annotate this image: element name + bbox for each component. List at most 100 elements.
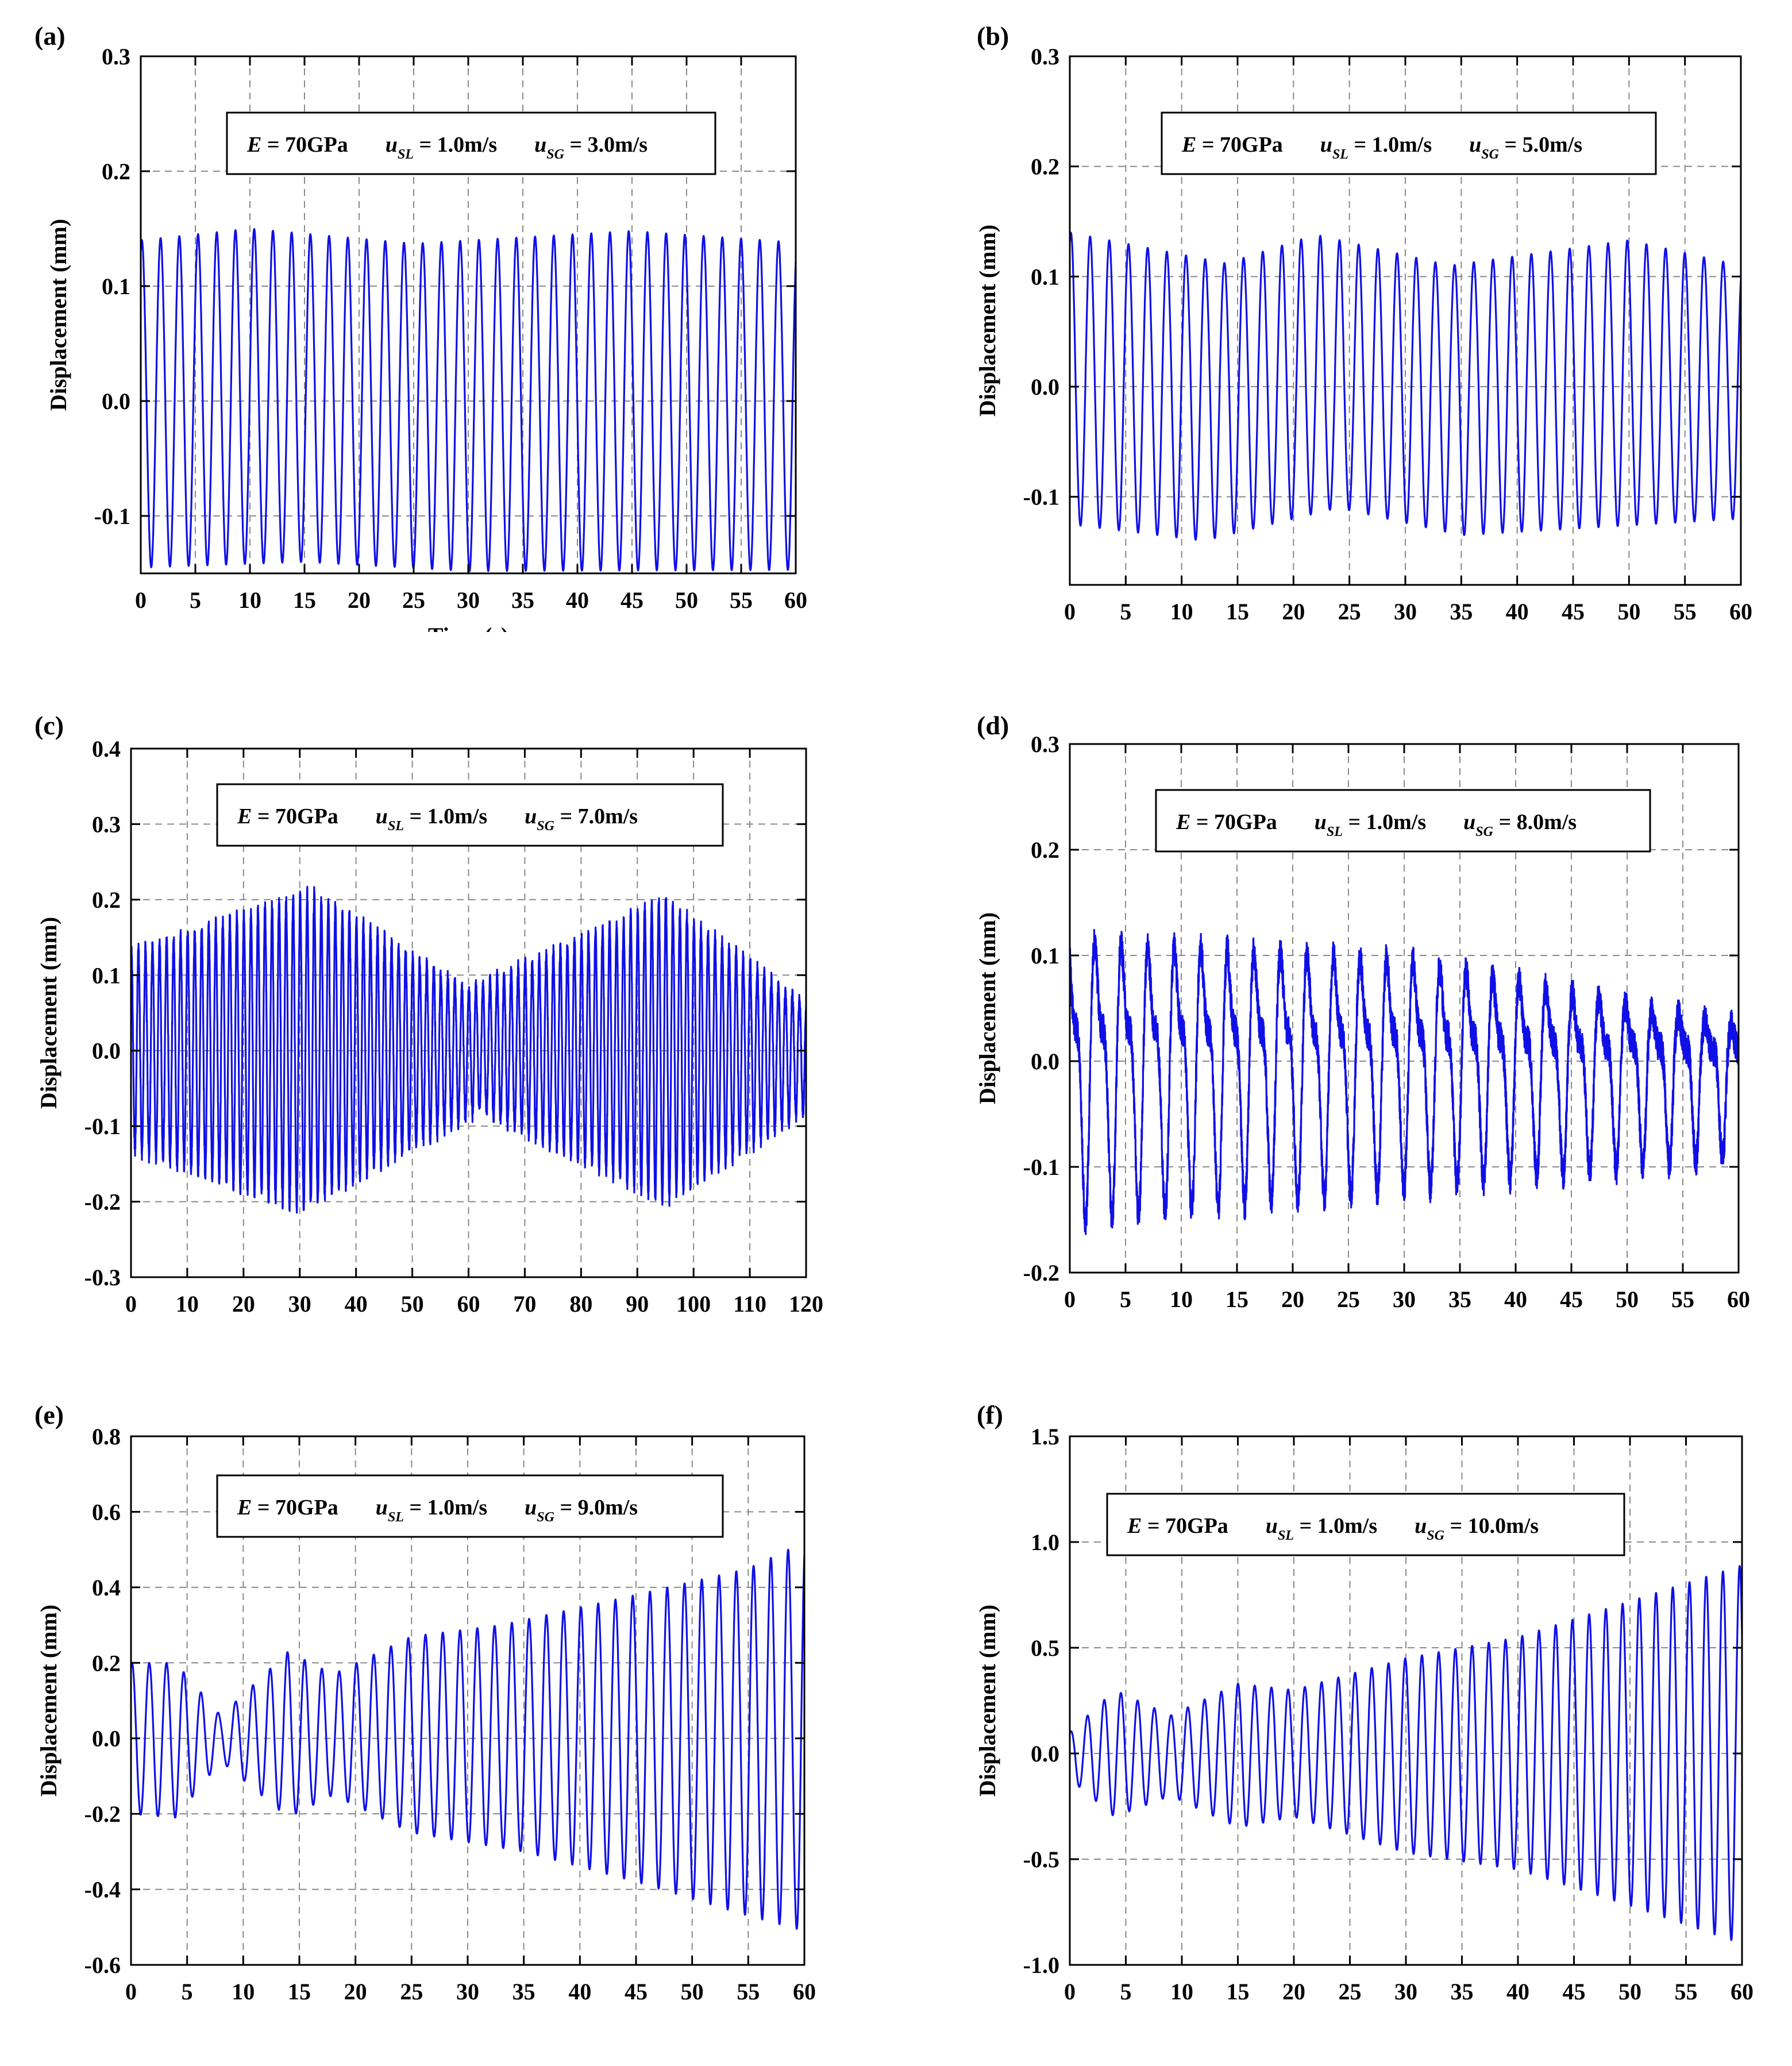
y-tick-label: 0.4 [92,1575,121,1601]
y-tick-label: -0.2 [1023,1260,1059,1286]
series-line-displacement [1070,1565,1742,1941]
x-tick-label: 35 [1451,1979,1474,2005]
x-tick-label: 30 [1393,1286,1416,1312]
legend-label: E = 70GPa uSL = 1.0m/s uSG = 3.0m/s [246,133,648,162]
y-axis-title: Displacement (mm) [36,1605,61,1797]
y-tick-label: 0.2 [102,159,130,184]
y-tick-label: 0.2 [1031,837,1059,863]
y-tick-label: -0.5 [1023,1847,1059,1872]
y-axis-title: Displacement (mm) [45,219,71,411]
x-tick-label: 10 [176,1291,199,1317]
y-tick-label: -0.3 [84,1265,121,1290]
x-tick-label: 0 [125,1291,137,1317]
x-axis-title: Time (s) [428,623,508,632]
x-tick-label: 15 [293,587,316,613]
x-tick-label: 45 [1562,599,1585,625]
x-tick-label: 50 [401,1291,424,1317]
x-tick-label: 35 [1448,1286,1471,1312]
x-tick-label: 5 [1120,599,1131,625]
y-tick-label: 0.0 [1031,1741,1059,1767]
x-tick-label: 60 [784,587,807,613]
x-tick-label: 20 [232,1291,255,1317]
x-tick-label: 35 [511,587,534,613]
legend-box [1155,789,1651,853]
x-tick-label: 25 [1337,1286,1360,1312]
x-tick-label: 25 [400,1979,423,2005]
y-axis-title: Displacement (mm) [974,912,1000,1104]
x-tick-label: 45 [621,587,643,613]
x-tick-label: 100 [676,1291,711,1317]
chart-panel-a: (a) 0 5 10 15 20 25 30 35 40 45 50 55 60 -0.1 0.0 0.1 0.2… [0,0,833,632]
x-tick-label: 30 [457,587,480,613]
y-tick-label: 0.0 [1031,1049,1059,1074]
x-tick-label: 40 [1506,1979,1529,2005]
series-line-displacement [131,885,806,1214]
panel-label: (f) [977,1400,1003,1429]
y-axis-title: Displacement (mm) [36,917,61,1109]
panel-label: (d) [977,711,1009,740]
panel-label: (c) [34,711,64,740]
x-tick-label: 20 [1282,599,1305,625]
chart-svg: (f) 0 5 10 15 20 25 30 35 40 45 50 55 60 -1.0 -0.5 0.0 0.… [974,1400,1754,2005]
y-tick-label: -1.0 [1023,1952,1059,1978]
x-tick-label: 20 [1282,1979,1305,2005]
x-tick-label: 55 [1671,1286,1694,1312]
legend-box [1161,111,1657,175]
y-tick-label: 1.0 [1031,1529,1059,1555]
series-line-displacement [1070,232,1741,541]
x-tick-label: 35 [1450,599,1473,625]
chart-panel-d: (d) 0 5 10 15 20 25 30 35 40 45 50 55 60 -0.2 -0.1 0.0 0.… [942,689,1775,1321]
x-tick-label: 25 [1338,599,1361,625]
x-tick-label: 50 [1616,1286,1639,1312]
x-tick-label: 50 [1618,1979,1641,2005]
x-tick-label: 40 [1504,1286,1527,1312]
y-tick-label: 0.1 [1031,943,1059,969]
legend-box [216,1474,724,1538]
x-tick-label: 20 [1281,1286,1304,1312]
y-tick-label: -0.4 [84,1877,121,1903]
legend-box [226,111,716,175]
y-tick-label: 0.3 [1031,731,1059,757]
x-tick-label: 55 [730,587,753,613]
x-tick-label: 0 [1064,599,1076,625]
x-tick-label: 60 [1727,1286,1750,1312]
x-tick-label: 90 [626,1291,649,1317]
chart-svg: (d) 0 5 10 15 20 25 30 35 40 45 50 55 60 -0.2 -0.1 0.0 0.… [974,711,1750,1312]
x-tick-label: 55 [1674,599,1697,625]
x-tick-label: 80 [569,1291,592,1317]
x-tick-label: 40 [566,587,589,613]
x-tick-label: 60 [1729,599,1752,625]
x-tick-label: 10 [1170,599,1193,625]
y-tick-label: 0.3 [1031,44,1059,70]
y-tick-label: 0.3 [92,811,121,837]
legend-label: E = 70GPa uSL = 1.0m/s uSG = 7.0m/s [237,804,638,834]
legend-label: E = 70GPa uSL = 1.0m/s uSG = 5.0m/s [1181,133,1582,162]
x-tick-label: 0 [125,1979,137,2005]
y-axis-title: Displacement (mm) [974,225,1000,417]
series-line-displacement [1070,928,1739,1235]
y-tick-label: -0.6 [84,1952,121,1978]
x-tick-label: 45 [1560,1286,1583,1312]
panel-label: (a) [34,21,65,51]
y-tick-label: -0.1 [84,1113,121,1139]
legend: E = 70GPa uSL = 1.0m/s uSG = 10.0m/s [1106,1493,1625,1556]
chart-svg: (a) 0 5 10 15 20 25 30 35 40 45 50 55 60 -0.1 0.0 0.1 0.2… [34,21,807,632]
y-tick-label: -0.1 [1023,1154,1059,1180]
panel-label: (b) [977,21,1009,51]
y-tick-label: 0.2 [1031,154,1059,180]
legend-label: E = 70GPa uSL = 1.0m/s uSG = 9.0m/s [237,1495,638,1525]
x-tick-label: 0 [1064,1286,1076,1312]
x-tick-label: 30 [1394,599,1417,625]
x-tick-label: 45 [625,1979,648,2005]
chart-svg: (c) 0 10 20 30 40 50 60 70 80 90 100 110 120 -0.3 -0.2 -… [34,711,823,1317]
x-tick-label: 5 [1120,1979,1132,2005]
x-tick-label: 10 [1170,1979,1193,2005]
x-tick-label: 50 [1617,599,1640,625]
x-tick-label: 50 [681,1979,704,2005]
x-tick-label: 30 [456,1979,479,2005]
chart-svg: (b) 0 5 10 15 20 25 30 35 40 45 50 55 60 -0.1 0.0 0.1 0.2… [974,21,1752,625]
chart-panel-c: (c) 0 10 20 30 40 50 60 70 80 90 100 110 120 -0.3 -0.2 -… [0,689,833,1321]
y-axis-title: Displacement (mm) [974,1605,1000,1797]
x-tick-label: 60 [793,1979,816,2005]
chart-panel-e: (e) 0 5 10 15 20 25 30 35 40 45 50 55 60 -0.6 -0.4 -0.2 0… [0,1379,833,2011]
